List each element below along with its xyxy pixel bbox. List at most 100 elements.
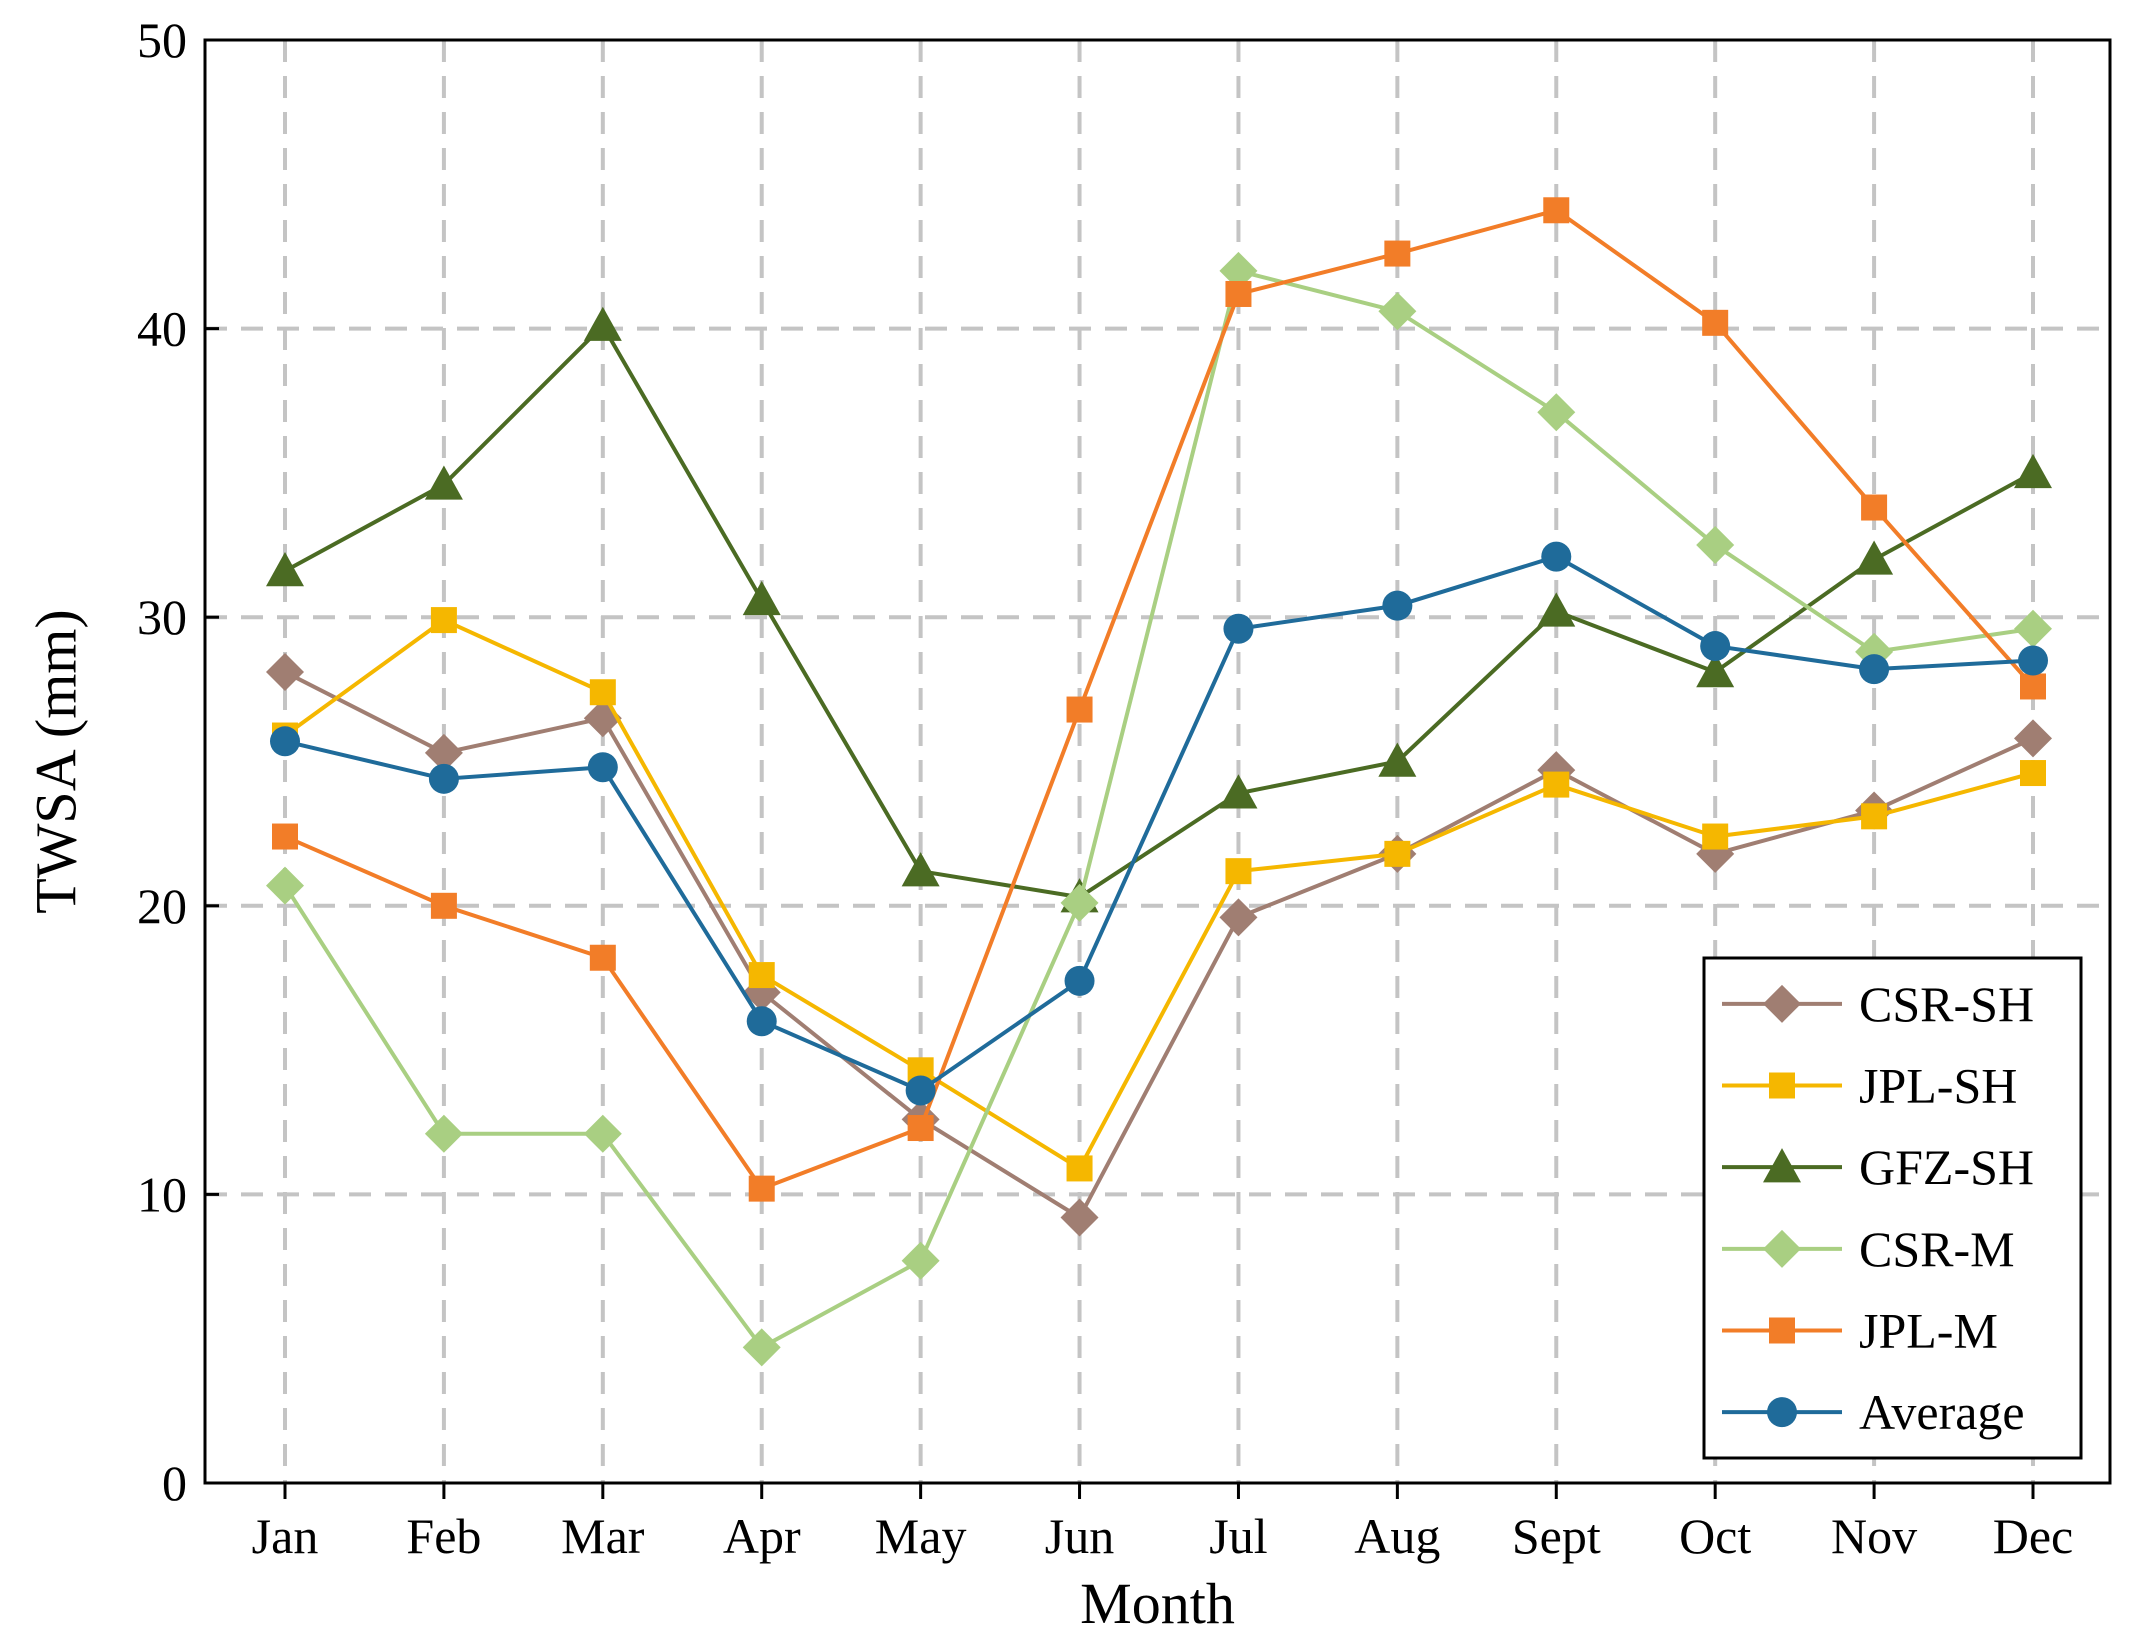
data-point-jpl-sh (1066, 1155, 1093, 1182)
data-point-csr-m (1537, 393, 1576, 432)
data-point-jpl-m (589, 944, 616, 971)
legend-marker (1767, 1397, 1797, 1428)
series-line-csr-m (283, 268, 2034, 1350)
data-point-jpl-m (1384, 240, 1411, 267)
y-tick-label: 20 (137, 878, 187, 934)
data-point-gfz-sh (424, 465, 463, 500)
data-point-average (270, 726, 300, 757)
data-point-average (1700, 631, 1731, 662)
data-point-gfz-sh (266, 552, 304, 587)
data-point-gfz-sh (583, 306, 622, 341)
data-point-jpl-m (1543, 197, 1570, 224)
x-tick-label: Jan (252, 1508, 319, 1564)
series-line-jpl-sh (283, 618, 2034, 1171)
data-point-csr-sh (424, 733, 463, 772)
series-gfz-sh (266, 306, 2052, 913)
series-line-jpl-m (284, 208, 2035, 1191)
data-point-gfz-sh (901, 852, 940, 887)
legend-item-csr-m: CSR-M (1722, 1221, 2015, 1277)
data-point-average (1382, 590, 1413, 621)
legend-marker (1763, 984, 1801, 1023)
x-tick-label: Nov (1831, 1508, 1917, 1564)
legend-item-csr-sh: CSR-SH (1722, 976, 2034, 1032)
legend-label: Average (1859, 1384, 2025, 1440)
series-group (266, 197, 2052, 1367)
axis-ticks: 0 10 20 30 40 50 Jan Feb Mar Apr May Jun Jul Aug Sept O… (137, 12, 2073, 1564)
x-tick-label: Jul (1209, 1508, 1267, 1564)
data-point-gfz-sh (742, 580, 781, 616)
y-tick-label: 40 (137, 301, 187, 357)
data-point-csr-sh (1219, 898, 1258, 937)
data-point-jpl-sh (1384, 840, 1411, 867)
x-axis-title: Month (1080, 1571, 1235, 1636)
legend-box (1702, 956, 2083, 1460)
data-point-jpl-m (1702, 309, 1729, 336)
series-jpl-m (272, 197, 2046, 1202)
data-point-csr-m (742, 1328, 781, 1367)
data-point-average (746, 1006, 777, 1037)
data-point-csr-m (1219, 251, 1258, 290)
data-point-csr-sh (1060, 1198, 1099, 1237)
data-point-jpl-m (1225, 280, 1252, 307)
x-tick-label: Oct (1679, 1508, 1751, 1564)
data-point-jpl-m (2020, 673, 2046, 700)
data-point-average (905, 1075, 936, 1106)
data-point-jpl-sh (1861, 803, 1888, 830)
data-point-average (428, 763, 459, 794)
data-point-average (1064, 965, 1095, 996)
legend-label: GFZ-SH (1859, 1139, 2034, 1195)
data-point-jpl-sh (589, 679, 616, 706)
data-point-gfz-sh (1696, 653, 1735, 688)
legend-label: JPL-M (1859, 1303, 1998, 1359)
data-point-gfz-sh (1378, 742, 1417, 777)
data-point-csr-sh (266, 653, 304, 692)
y-tick-label: 50 (137, 12, 187, 68)
legend-marker (1769, 1072, 1795, 1099)
plot-frame (203, 38, 2112, 1485)
data-point-jpl-sh (1225, 858, 1252, 885)
legend-item-gfz-sh: GFZ-SH (1722, 1139, 2034, 1195)
y-axis-title: TWSA (mm) (23, 609, 88, 913)
data-point-csr-m (1696, 526, 1735, 565)
y-tick-label: 0 (162, 1455, 187, 1511)
data-point-average (1541, 541, 1572, 572)
data-point-jpl-m (1066, 696, 1093, 723)
y-tick-label: 10 (137, 1166, 187, 1222)
data-point-gfz-sh (1219, 774, 1258, 809)
data-point-average (1859, 654, 1890, 685)
data-point-jpl-sh (2020, 760, 2046, 787)
data-point-gfz-sh (2014, 453, 2052, 489)
x-tick-label: Apr (723, 1508, 801, 1564)
data-point-jpl-sh (1702, 823, 1729, 850)
data-point-csr-m (1060, 883, 1099, 922)
data-point-jpl-sh (748, 962, 775, 989)
x-tick-label: Jun (1045, 1508, 1114, 1564)
x-tick-label: Aug (1354, 1508, 1440, 1564)
y-tick-label: 30 (137, 589, 187, 645)
data-point-gfz-sh (1855, 540, 1894, 575)
data-point-jpl-m (907, 1115, 934, 1142)
data-point-jpl-sh (1543, 771, 1570, 798)
data-point-jpl-m (1861, 494, 1888, 521)
series-line-csr-sh (284, 670, 2034, 1220)
data-point-average (587, 752, 618, 783)
data-point-average (1223, 613, 1254, 644)
data-point-csr-m (266, 866, 304, 905)
legend-marker (1763, 1229, 1801, 1268)
x-tick-label: Sept (1512, 1508, 1601, 1564)
data-point-gfz-sh (1537, 592, 1576, 627)
x-tick-label: May (875, 1508, 967, 1564)
data-point-csr-m (901, 1241, 940, 1280)
data-point-jpl-m (748, 1175, 775, 1202)
series-line-average (284, 554, 2034, 1093)
legend-label: JPL-SH (1859, 1058, 2017, 1114)
data-point-jpl-sh (430, 607, 457, 634)
legend-marker (1769, 1317, 1795, 1344)
data-point-jpl-m (430, 892, 457, 919)
series-jpl-sh (272, 607, 2046, 1182)
legend-item-average: Average (1722, 1384, 2025, 1440)
data-point-average (2018, 645, 2048, 676)
x-tick-label: Feb (406, 1508, 481, 1564)
legend: CSR-SH JPL-SH GFZ-SH CSR-M JPL-M Average (1702, 956, 2083, 1460)
